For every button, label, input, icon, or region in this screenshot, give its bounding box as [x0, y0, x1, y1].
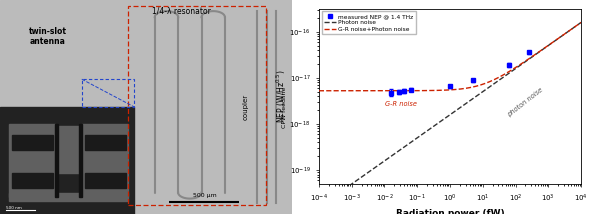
Bar [82, 124, 129, 197]
Text: twin-slot
antenna: twin-slot antenna [29, 27, 67, 46]
Text: 500 nm: 500 nm [6, 206, 21, 210]
Bar [58, 126, 79, 173]
Legend: measured NEP @ 1.4 THz, Photon noise, G-R noise+Photon noise: measured NEP @ 1.4 THz, Photon noise, G-… [322, 12, 415, 34]
Text: photon noise: photon noise [507, 87, 544, 118]
Bar [129, 6, 266, 205]
Bar [9, 124, 55, 197]
Y-axis label: NEP (W/Hz$^{0.5}$): NEP (W/Hz$^{0.5}$) [275, 70, 288, 123]
Bar [79, 124, 82, 197]
Text: 500 μm: 500 μm [193, 193, 216, 198]
Text: 1/4-λ resonator: 1/4-λ resonator [151, 6, 210, 15]
Bar [12, 135, 52, 150]
Text: coupler: coupler [243, 94, 249, 120]
Bar [0, 107, 134, 214]
Bar [55, 124, 58, 197]
Bar [85, 173, 126, 188]
Text: G-R noise: G-R noise [385, 101, 417, 107]
Bar [9, 193, 129, 201]
Bar [85, 135, 126, 150]
Text: CPW feedline: CPW feedline [283, 86, 287, 128]
Bar [82, 79, 134, 107]
X-axis label: Radiation power (fW): Radiation power (fW) [396, 209, 504, 214]
Bar [12, 173, 52, 188]
